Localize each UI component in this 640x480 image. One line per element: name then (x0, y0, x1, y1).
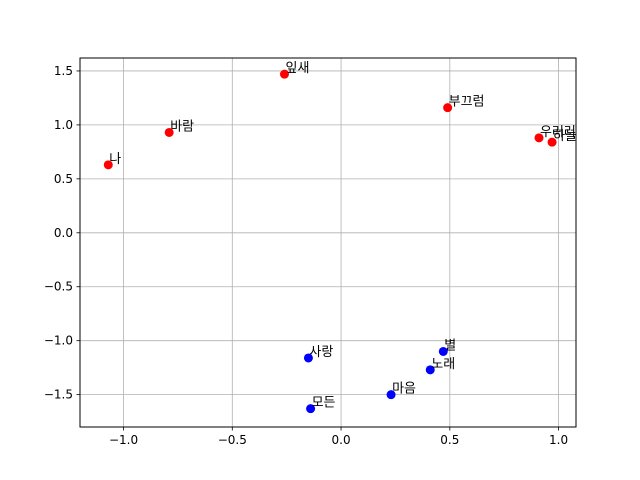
plot-area-frame (79, 57, 577, 428)
data-point (534, 133, 544, 143)
data-label: 노래 (431, 357, 455, 372)
data-point (164, 127, 174, 137)
data-label: 부끄럼 (449, 95, 485, 110)
y-tick-label: −0.5 (44, 280, 73, 294)
data-label: 바람 (170, 119, 194, 134)
data-point (103, 160, 113, 170)
y-tick-label: −1.0 (44, 334, 73, 348)
data-label: 잎새 (285, 61, 309, 76)
data-point (279, 69, 289, 79)
data-point (443, 103, 453, 113)
data-point (303, 353, 313, 363)
x-tick-label: 0.0 (332, 433, 351, 447)
data-point (547, 137, 557, 147)
grid (80, 58, 576, 427)
data-label: 별 (444, 338, 456, 353)
data-point (438, 346, 448, 356)
y-tick-label: 0.5 (54, 172, 73, 186)
x-tick-label: 0.5 (440, 433, 459, 447)
x-tick-label: −0.5 (218, 433, 247, 447)
data-label: 나 (109, 152, 121, 167)
data-points (103, 69, 557, 414)
axis-ticks: −1.0 −0.5 0.0 0.5 1.0 −1.5 −1.0 −0.5 0.0 0.5 1.0 1.… (44, 64, 568, 447)
x-tick-label: 1.0 (549, 433, 568, 447)
data-label: 사랑 (309, 345, 333, 360)
data-label: 마음 (392, 382, 416, 397)
data-label: 하늘 (553, 129, 577, 144)
data-label: 우러러 (540, 125, 576, 140)
data-point (386, 390, 396, 400)
y-tick-label: −1.5 (44, 388, 73, 402)
data-point (306, 404, 316, 414)
data-point (425, 365, 435, 375)
x-tick-label: −1.0 (109, 433, 138, 447)
y-tick-label: 0.0 (54, 226, 73, 240)
y-tick-label: 1.0 (54, 118, 73, 132)
data-label: 모든 (312, 396, 336, 411)
y-tick-label: 1.5 (54, 64, 73, 78)
